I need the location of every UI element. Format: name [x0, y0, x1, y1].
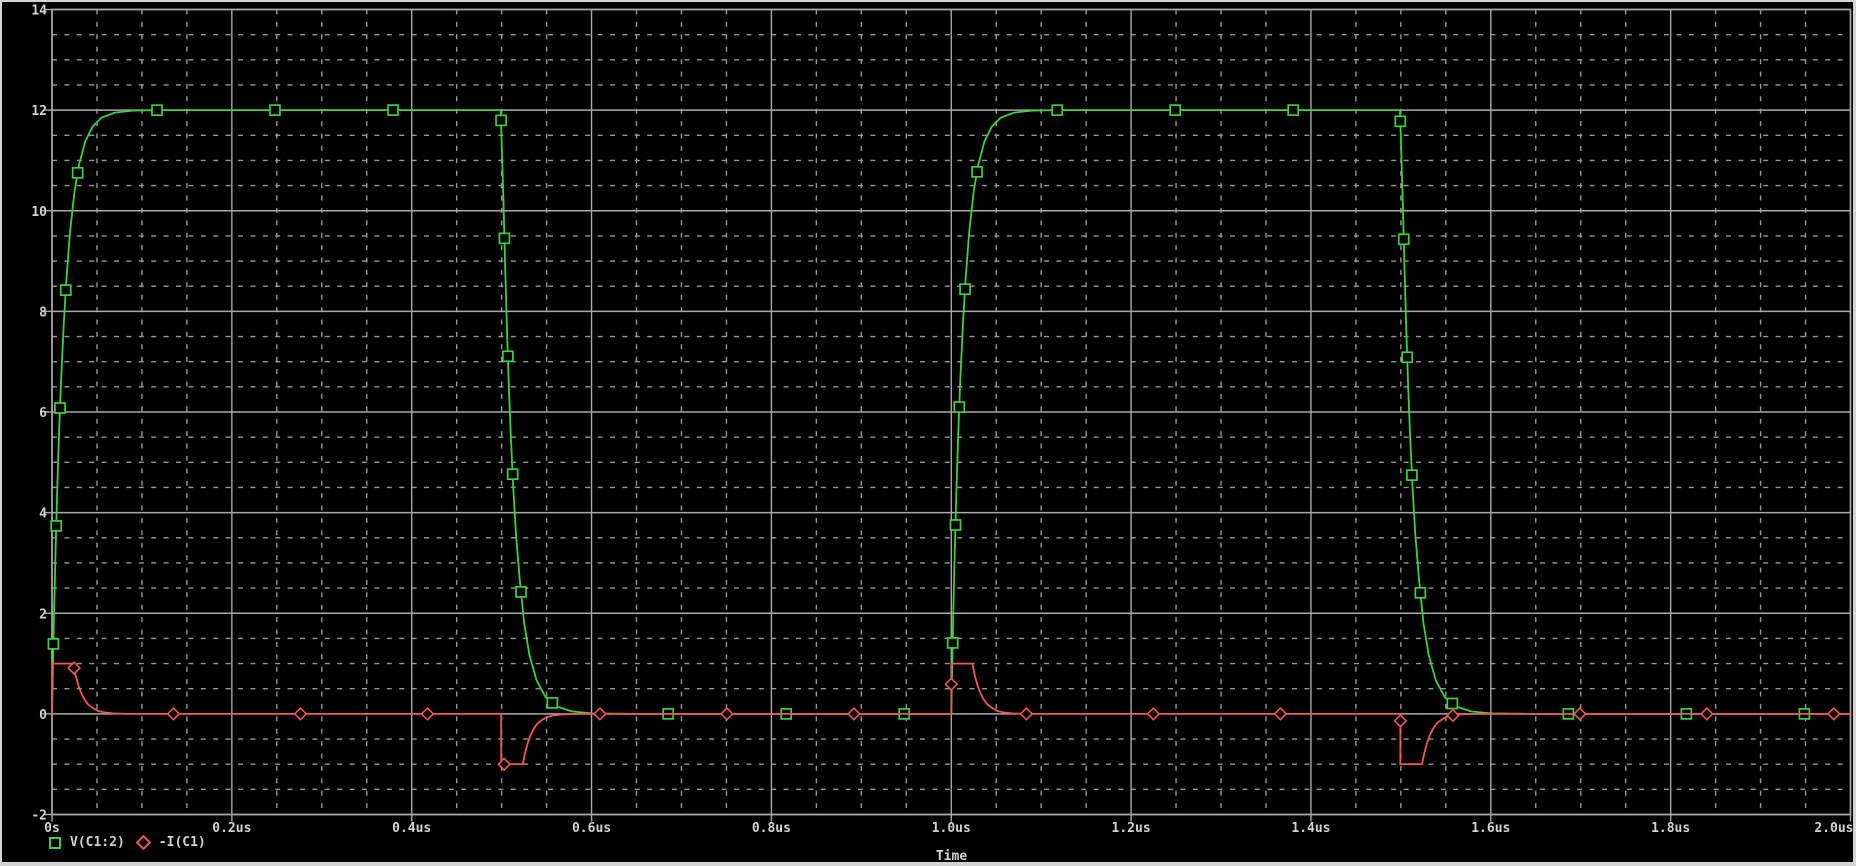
diamond-marker-icon — [1445, 708, 1460, 723]
square-marker-icon — [1406, 469, 1418, 481]
y-tick-label: 0 — [39, 708, 47, 723]
y-tick-label: 8 — [39, 305, 47, 320]
square-marker-icon — [1414, 586, 1427, 599]
diamond-marker-icon — [846, 706, 861, 721]
legend-item-v-c1-2: V(C1:2) — [49, 835, 125, 850]
diamond-marker-icon — [1146, 706, 1161, 721]
plot-frame — [51, 8, 1852, 816]
y-tick-label: 2 — [39, 607, 47, 622]
square-marker-icon — [498, 232, 511, 245]
y-tick-label: 12 — [31, 104, 47, 119]
square-marker-icon — [502, 350, 514, 363]
legend-item-neg-i-c1: -I(C1) — [135, 834, 206, 851]
diamond-marker-icon — [293, 706, 308, 721]
y-tick-label: 4 — [39, 507, 47, 522]
y-tick-label: 14 — [31, 4, 47, 19]
square-marker-icon — [506, 468, 519, 481]
x-tick-label: 1.8us — [1651, 821, 1690, 836]
diamond-marker-icon — [135, 834, 152, 851]
y-tick-label: 6 — [39, 406, 47, 421]
square-marker-icon — [49, 836, 61, 849]
trace-legend: V(C1:2) -I(C1) — [49, 834, 206, 851]
diamond-marker-icon — [1699, 706, 1714, 721]
square-marker-icon — [47, 638, 60, 650]
square-marker-icon — [495, 114, 507, 127]
x-tick-label: 0.6us — [572, 821, 611, 836]
y-tick-label: -2 — [31, 809, 47, 824]
x-tick-label: 1.4us — [1291, 821, 1330, 836]
square-marker-icon — [1397, 233, 1410, 246]
diamond-marker-icon — [1019, 706, 1034, 721]
diamond-marker-icon — [1273, 706, 1288, 721]
legend-label-neg-i-c1: -I(C1) — [158, 835, 206, 850]
x-tick-label: 0.2us — [212, 821, 251, 836]
legend-label-v-c1-2: V(C1:2) — [70, 835, 125, 850]
square-marker-icon — [50, 520, 63, 532]
square-marker-icon — [1446, 697, 1459, 710]
square-marker-icon — [1401, 351, 1413, 364]
square-marker-icon — [269, 104, 281, 116]
x-tick-label: 1.6us — [1471, 821, 1510, 836]
square-marker-icon — [949, 519, 962, 531]
diamond-marker-icon — [944, 677, 959, 692]
square-marker-icon — [515, 586, 527, 598]
square-marker-icon — [946, 637, 959, 649]
x-tick-label: 1.2us — [1112, 821, 1151, 836]
square-marker-icon — [971, 166, 983, 178]
square-marker-icon — [953, 401, 966, 413]
diamond-marker-icon — [420, 706, 435, 721]
square-marker-icon — [387, 104, 399, 116]
diamond-marker-icon — [1393, 713, 1408, 728]
x-tick-label: 0s — [44, 821, 60, 836]
axis-ticks — [44, 8, 1852, 822]
diamond-marker-icon — [719, 706, 734, 721]
square-marker-icon — [151, 104, 163, 117]
x-tick-label: 1.0us — [932, 821, 971, 836]
diamond-marker-icon — [166, 706, 181, 721]
diamond-marker-icon — [1572, 706, 1587, 721]
square-marker-icon — [1394, 115, 1407, 128]
diamond-marker-icon — [1826, 706, 1841, 721]
x-axis-title: Time — [935, 849, 968, 864]
square-marker-icon — [59, 284, 72, 296]
square-marker-icon — [546, 697, 559, 709]
square-marker-icon — [1287, 104, 1300, 116]
trace-neg-i-c1 — [51, 662, 1851, 766]
x-tick-label: 0.4us — [392, 821, 431, 836]
square-marker-icon — [1169, 104, 1182, 116]
x-tick-label: 0.8us — [752, 821, 791, 836]
square-marker-icon — [959, 283, 971, 296]
trace-markers-neg-i-c1 — [67, 661, 1841, 772]
diamond-marker-icon — [592, 706, 607, 721]
y-tick-label: 10 — [31, 205, 47, 220]
minor-gridlines — [52, 9, 1851, 815]
square-marker-icon — [54, 402, 66, 414]
x-tick-label: 2.0us — [1814, 821, 1853, 836]
diamond-marker-icon — [67, 661, 81, 675]
square-marker-icon — [71, 166, 84, 179]
axis-labels: 0s 0.2us 0.4us 0.6us 0.8us 1.0us 1.2us 1.4us 1.6… — [31, 4, 1853, 837]
square-marker-icon — [1051, 104, 1064, 117]
diamond-marker-icon — [497, 757, 512, 772]
